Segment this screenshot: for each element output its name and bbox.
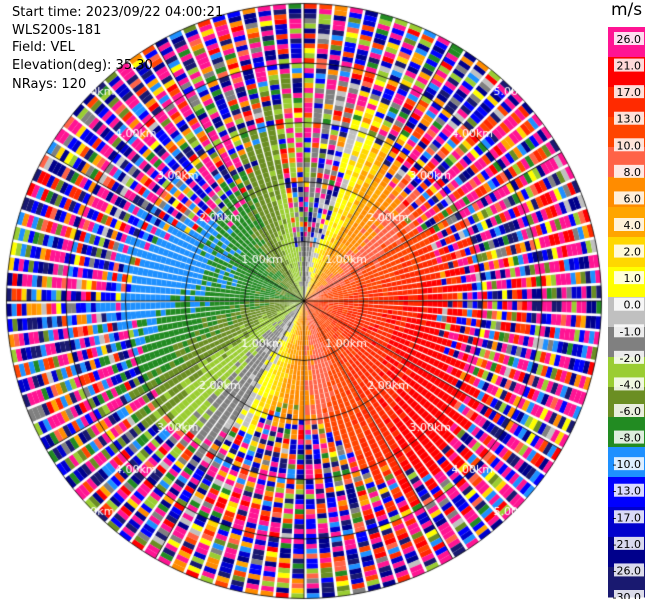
colorbar-tick-label: -17.0 <box>613 511 641 524</box>
colorbar-tick-label: 0.0 <box>624 299 642 312</box>
colorbar-tick-label: 6.0 <box>624 192 642 205</box>
colorbar-tick-bg <box>614 510 644 524</box>
colorbar-tick-bg <box>614 377 644 391</box>
colorbar-tick-label: 13.0 <box>617 113 642 126</box>
colorbar-unit: m/s <box>611 0 643 20</box>
colorbar-tick-label: -4.0 <box>620 378 641 391</box>
colorbar-tick-bg <box>614 138 644 152</box>
instrument-name: WLS200s-181 <box>12 22 102 38</box>
colorbar-tick-bg <box>614 404 644 417</box>
colorbar-tick-label: 2.0 <box>624 246 642 259</box>
colorbar-tick-label: -6.0 <box>620 405 641 418</box>
colorbar-tick-bg <box>614 32 644 45</box>
colorbar-tick-bg <box>614 58 644 72</box>
elevation: Elevation(deg): 35.30 <box>12 57 153 73</box>
colorbar-tick-label: 21.0 <box>617 60 642 73</box>
colorbar-tick-bg <box>614 536 644 550</box>
colorbar-tick-bg <box>614 271 644 285</box>
colorbar-tick-label: -1.0 <box>620 325 641 338</box>
colorbar-tick-bg <box>614 457 644 471</box>
colorbar-tick-label: 10.0 <box>617 139 642 152</box>
nrays: NRays: 120 <box>12 77 87 92</box>
colorbar-tick-bg <box>614 297 644 311</box>
colorbar-tick-bg <box>614 483 644 497</box>
colorbar-tick-bg <box>614 164 644 178</box>
colorbar-tick-label: -26.0 <box>613 564 641 577</box>
colorbar-tick-label: 4.0 <box>624 219 642 232</box>
colorbar-tick-label: -8.0 <box>620 432 641 445</box>
colorbar-tick-bg <box>614 350 644 364</box>
field-name: Field: VEL <box>12 40 75 55</box>
colorbar-tick-bg <box>614 111 644 125</box>
colorbar-tick-label: -30.0 <box>613 591 641 599</box>
colorbar-tick-label: 1.0 <box>624 272 642 285</box>
colorbar-tick-bg <box>614 191 644 205</box>
colorbar-tick-bg <box>614 590 644 599</box>
colorbar-tick-label: -10.0 <box>613 458 641 471</box>
colorbar-tick-label: 8.0 <box>624 166 642 179</box>
colorbar-tick-bg <box>614 85 644 99</box>
colorbar-tick-bg <box>614 324 644 338</box>
colorbar-tick-bg <box>614 218 644 231</box>
colorbar-tick-bg <box>614 563 644 577</box>
colorbar-tick-bg <box>614 430 644 444</box>
start-time: Start time: 2023/09/22 04:00:21 <box>12 5 224 20</box>
colorbar-tick-bg <box>614 244 644 258</box>
colorbar-tick-label: 17.0 <box>617 86 642 99</box>
scan-info: Start time: 2023/09/22 04:00:21 WLS200s-… <box>12 4 223 94</box>
colorbar-tick-label: 26.0 <box>617 33 642 46</box>
colorbar-tick-label: -21.0 <box>613 538 641 551</box>
colorbar-tick-label: -2.0 <box>620 352 641 365</box>
colorbar-tick-label: -13.0 <box>613 485 641 498</box>
ppi-velocity-plot <box>0 0 610 607</box>
colorbar: 26.0 21.0 17.0 13.0 10.0 8.0 6.0 4.0 2.0 1.0 0.0 -1… <box>608 27 645 599</box>
